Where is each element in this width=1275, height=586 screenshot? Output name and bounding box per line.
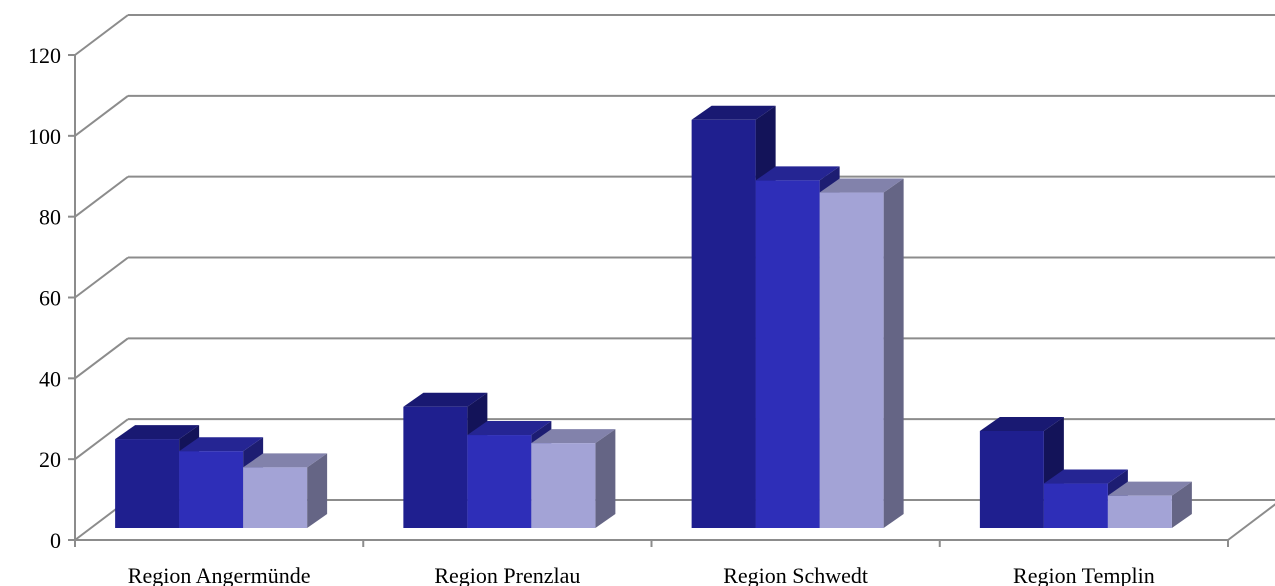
bar-top bbox=[467, 421, 552, 436]
bar-side bbox=[595, 429, 616, 528]
bar-top bbox=[243, 453, 328, 468]
y-tick-label: 80 bbox=[39, 205, 61, 230]
x-category-label: Region Prenzlau bbox=[434, 563, 580, 586]
bars bbox=[115, 105, 1192, 529]
bar bbox=[531, 429, 616, 528]
bar-side bbox=[1171, 481, 1192, 528]
bar-front bbox=[403, 406, 468, 528]
bar-front bbox=[819, 192, 884, 528]
bar-top bbox=[1107, 481, 1192, 496]
chart-walls bbox=[75, 500, 1275, 540]
bar-front bbox=[1107, 495, 1172, 528]
floor-edge bbox=[1227, 503, 1275, 541]
bar-front bbox=[1043, 483, 1108, 528]
bar bbox=[819, 178, 904, 528]
bar-front bbox=[691, 119, 756, 529]
bar-side bbox=[307, 453, 328, 528]
bar-top bbox=[819, 178, 904, 193]
x-axis-category-labels: Region Angermünde Region Prenzlau Region S… bbox=[128, 563, 1155, 586]
bar-top bbox=[691, 105, 776, 120]
bar-front bbox=[179, 451, 244, 528]
y-tick-label: 40 bbox=[39, 366, 61, 391]
x-category-label: Region Angermünde bbox=[128, 563, 311, 586]
x-category-label: Region Schwedt bbox=[723, 563, 868, 586]
gridline-diagonal bbox=[74, 256, 129, 299]
bar-front bbox=[115, 439, 180, 528]
bar-top bbox=[179, 437, 264, 452]
bar-front bbox=[531, 443, 596, 528]
bar-top bbox=[979, 417, 1064, 431]
chart-floor bbox=[75, 500, 1275, 540]
axes bbox=[68, 54, 1229, 547]
y-tick-label: 120 bbox=[28, 43, 61, 68]
bar-front bbox=[243, 467, 308, 528]
bar bbox=[243, 453, 328, 528]
bar bbox=[1107, 481, 1192, 528]
gridline-diagonal bbox=[74, 337, 129, 380]
gridline-diagonal bbox=[74, 175, 129, 218]
bar-top bbox=[403, 392, 488, 407]
bar-front bbox=[467, 435, 532, 528]
gridline-diagonal bbox=[74, 95, 129, 137]
bar-front bbox=[979, 431, 1044, 528]
y-axis-tick-labels: 0 20 40 60 80 100 120 bbox=[28, 43, 61, 553]
y-tick-label: 60 bbox=[39, 286, 61, 311]
bar-front bbox=[755, 180, 820, 528]
bar-top bbox=[1043, 469, 1128, 484]
bar-top bbox=[531, 429, 616, 444]
bar-top bbox=[115, 425, 200, 440]
gridline-diagonal bbox=[74, 418, 129, 460]
y-tick-label: 100 bbox=[28, 124, 61, 149]
x-category-label: Region Templin bbox=[1013, 563, 1155, 586]
bar-top bbox=[755, 166, 840, 181]
y-tick-label: 20 bbox=[39, 447, 61, 472]
y-tick-label: 0 bbox=[50, 528, 61, 553]
bar-side bbox=[883, 178, 904, 528]
gridline-diagonal bbox=[74, 14, 129, 56]
